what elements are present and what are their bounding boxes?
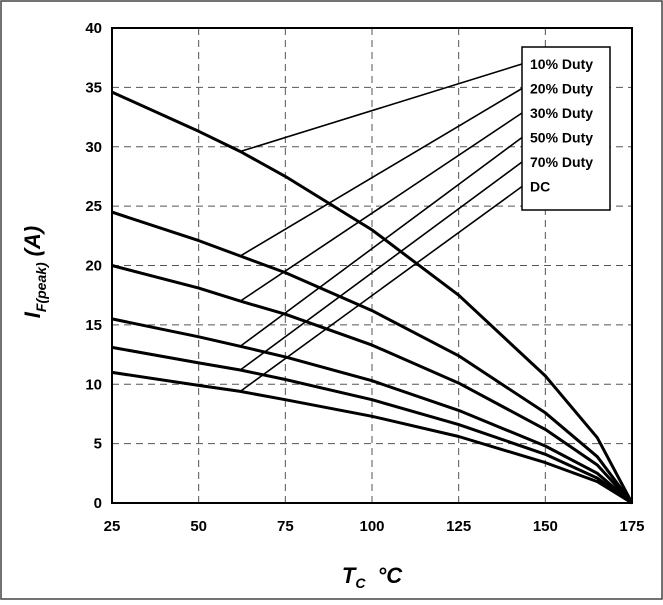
x-tick-label: 50 xyxy=(190,518,207,535)
leader-line-10-duty xyxy=(240,63,523,153)
x-tick-label: 100 xyxy=(359,518,384,535)
y-axis-label-sub: F(peak) xyxy=(33,262,49,312)
y-axis-label-main: I xyxy=(20,311,45,318)
legend: 10% Duty 20% Duty 30% Duty 50% Duty 70% Duty… xyxy=(521,46,611,211)
x-axis-label-sub: C xyxy=(355,575,366,591)
series-curves xyxy=(111,90,634,505)
x-tick-label: 25 xyxy=(104,518,121,535)
y-tick-label: 25 xyxy=(85,198,102,215)
leader-line-30-duty xyxy=(239,112,523,302)
x-axis-label: TC °C xyxy=(342,563,403,591)
leader-line-20-duty xyxy=(239,87,523,257)
legend-label-50-duty: 50% Duty xyxy=(530,130,593,146)
y-tick-label: 30 xyxy=(85,139,102,156)
x-tick-label: 125 xyxy=(446,518,471,535)
y-tick-label: 40 xyxy=(85,20,102,37)
legend-box xyxy=(521,46,611,211)
leader-line-dc xyxy=(239,185,523,393)
x-tick-label: 175 xyxy=(619,518,644,535)
y-tick-label: 0 xyxy=(94,495,102,512)
y-tick-label: 10 xyxy=(85,376,102,393)
y-tick-labels: 0 5 10 15 20 25 30 35 40 xyxy=(85,20,102,512)
x-axis-label-main: T xyxy=(342,563,357,588)
leader-line-70-duty xyxy=(239,161,523,371)
series-line-10-duty xyxy=(111,90,634,504)
y-tick-label: 20 xyxy=(85,258,102,275)
y-axis-label: IF(peak) (A) xyxy=(20,226,49,318)
y-axis-label-unit: (A) xyxy=(20,226,45,257)
series-line-20-duty xyxy=(111,210,634,504)
x-tick-label: 75 xyxy=(277,518,294,535)
legend-label-70-duty: 70% Duty xyxy=(530,154,593,170)
series-line-50-duty xyxy=(111,317,633,505)
leader-line-50-duty xyxy=(239,136,523,347)
series-line-dc xyxy=(111,370,633,505)
y-tick-label: 15 xyxy=(85,317,102,334)
x-tick-labels: 25 50 75 100 125 150 175 xyxy=(104,518,645,535)
legend-label-30-duty: 30% Duty xyxy=(530,105,593,121)
legend-label-20-duty: 20% Duty xyxy=(530,81,593,97)
series-line-70-duty xyxy=(111,345,633,505)
legend-label-10-duty: 10% Duty xyxy=(530,56,593,72)
x-tick-label: 150 xyxy=(533,518,558,535)
legend-leader-lines xyxy=(239,63,523,393)
y-tick-label: 5 xyxy=(94,436,102,453)
y-tick-label: 35 xyxy=(85,79,102,96)
x-axis-label-unit: °C xyxy=(377,563,403,588)
series-line-30-duty xyxy=(111,264,634,505)
legend-label-dc: DC xyxy=(530,179,550,195)
